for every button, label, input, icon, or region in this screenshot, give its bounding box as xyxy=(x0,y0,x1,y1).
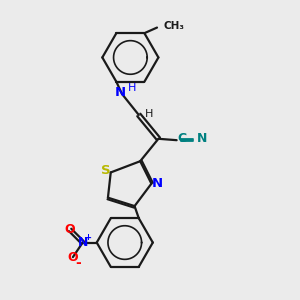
Text: -: - xyxy=(75,256,81,270)
Text: CH₃: CH₃ xyxy=(163,21,184,31)
Text: N: N xyxy=(152,177,163,190)
Text: S: S xyxy=(101,164,110,177)
Text: O: O xyxy=(65,224,75,236)
Text: +: + xyxy=(84,233,91,242)
Text: H: H xyxy=(128,83,136,93)
Text: H: H xyxy=(144,109,153,118)
Text: N: N xyxy=(197,132,208,145)
Text: O: O xyxy=(68,250,78,264)
Text: C: C xyxy=(178,132,187,145)
Text: N: N xyxy=(115,86,126,99)
Text: N: N xyxy=(77,236,88,249)
